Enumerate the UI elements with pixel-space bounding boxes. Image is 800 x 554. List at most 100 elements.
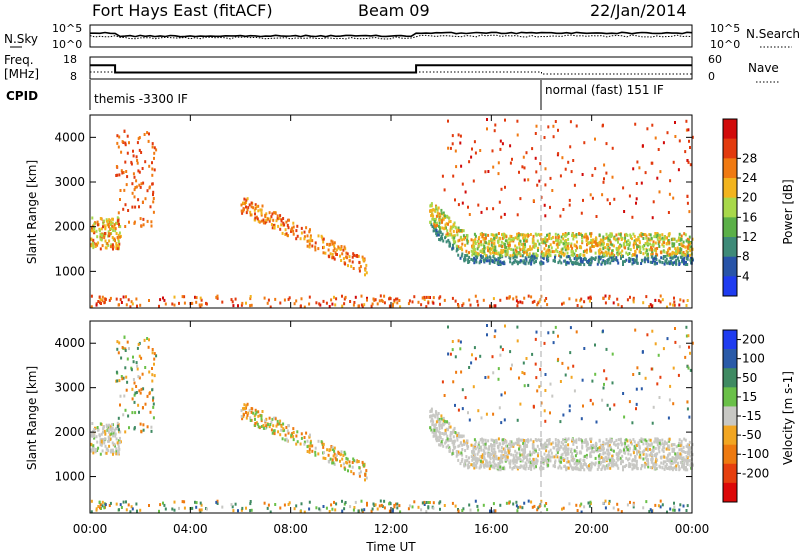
velocity-cell <box>492 412 495 416</box>
power-cell <box>651 255 654 259</box>
velocity-cell <box>533 504 536 508</box>
velocity-cell <box>580 465 582 468</box>
velocity-cell <box>671 456 674 460</box>
power-cell <box>288 296 291 300</box>
power-cell <box>594 241 597 245</box>
power-cell <box>678 242 681 246</box>
power-cell <box>441 219 443 223</box>
power-cell <box>650 304 653 308</box>
power-cell <box>686 250 689 254</box>
velocity-cell <box>679 452 682 456</box>
velocity-cell <box>392 507 394 511</box>
velocity-cell <box>549 455 552 459</box>
velocity-cell <box>442 444 445 448</box>
velocity-cell <box>93 436 96 440</box>
velocity-cell <box>610 461 613 465</box>
power-cell <box>540 252 543 256</box>
power-cell <box>560 261 563 265</box>
power-cell <box>627 239 630 243</box>
power-cell <box>494 233 497 237</box>
power-cell <box>421 296 424 300</box>
velocity-cell <box>303 436 306 439</box>
velocity-cell <box>540 457 543 461</box>
velocity-cell <box>120 356 123 360</box>
velocity-cell <box>652 464 655 468</box>
velocity-cell <box>647 461 650 465</box>
power-cell <box>459 256 462 260</box>
velocity-cell <box>279 506 282 510</box>
velocity-cell <box>686 504 689 508</box>
velocity-cbar-label: 100 <box>742 352 765 366</box>
power-cell <box>547 251 550 255</box>
velocity-cell <box>641 438 644 442</box>
velocity-cell <box>662 462 665 466</box>
power-cell <box>504 249 507 253</box>
velocity-cbar-label: 50 <box>742 371 757 385</box>
power-ytick-label: 2000 <box>54 220 85 234</box>
power-cell <box>95 303 98 307</box>
power-cell <box>547 125 550 129</box>
velocity-cell <box>267 503 270 507</box>
velocity-cell <box>288 501 291 505</box>
power-cell <box>525 151 528 155</box>
power-cell <box>352 303 355 307</box>
velocity-cell <box>432 506 435 510</box>
power-cell <box>617 261 620 265</box>
velocity-cell <box>476 459 479 463</box>
velocity-cell <box>342 462 345 466</box>
velocity-cell <box>171 507 174 511</box>
power-cell <box>300 226 303 230</box>
velocity-cell <box>438 427 441 430</box>
power-cell <box>309 228 311 232</box>
power-cbar-label: 28 <box>742 151 757 165</box>
power-cell <box>491 149 494 153</box>
power-cell <box>139 303 142 307</box>
velocity-cell <box>348 460 351 464</box>
power-cell <box>620 256 622 260</box>
power-cell <box>489 251 492 255</box>
velocity-cbar-label: -100 <box>742 447 769 461</box>
velocity-cell <box>544 441 547 445</box>
power-cell <box>121 171 124 175</box>
velocity-cell <box>99 506 101 510</box>
power-cell <box>307 239 310 243</box>
power-cell <box>552 135 555 139</box>
power-cell <box>643 260 646 264</box>
power-cbar-title: Power [dB] <box>781 179 795 244</box>
power-ytick-label: 4000 <box>54 130 85 144</box>
power-cell <box>292 225 295 229</box>
velocity-cell <box>572 455 574 459</box>
velocity-cell <box>103 437 106 441</box>
velocity-cell <box>138 389 141 393</box>
power-cell <box>684 253 687 257</box>
power-cell <box>110 243 113 247</box>
power-cell <box>529 258 532 262</box>
power-cell <box>287 297 290 301</box>
velocity-cell <box>438 424 441 428</box>
velocity-cell <box>668 458 671 462</box>
power-cell <box>158 304 160 308</box>
velocity-cell <box>627 452 630 456</box>
power-cell <box>438 221 441 225</box>
power-cell <box>146 189 149 193</box>
power-cell <box>645 249 648 253</box>
power-cell <box>444 223 447 227</box>
power-cell <box>131 205 134 209</box>
power-cell <box>488 247 491 251</box>
power-cell <box>514 244 517 248</box>
velocity-cell <box>678 508 681 512</box>
power-cell <box>546 233 548 237</box>
power-cell <box>343 302 346 306</box>
power-cell <box>452 240 455 244</box>
velocity-cell <box>613 463 616 466</box>
velocity-cell <box>573 440 575 444</box>
power-cell <box>515 249 518 253</box>
velocity-cell <box>115 452 118 456</box>
velocity-cell <box>309 444 312 448</box>
velocity-cell <box>622 392 625 395</box>
power-cell <box>461 201 464 205</box>
power-cell <box>642 247 645 251</box>
radar-title: Fort Hays East (fitACF) <box>92 1 273 20</box>
velocity-cell <box>652 462 655 466</box>
velocity-cell <box>123 394 126 398</box>
